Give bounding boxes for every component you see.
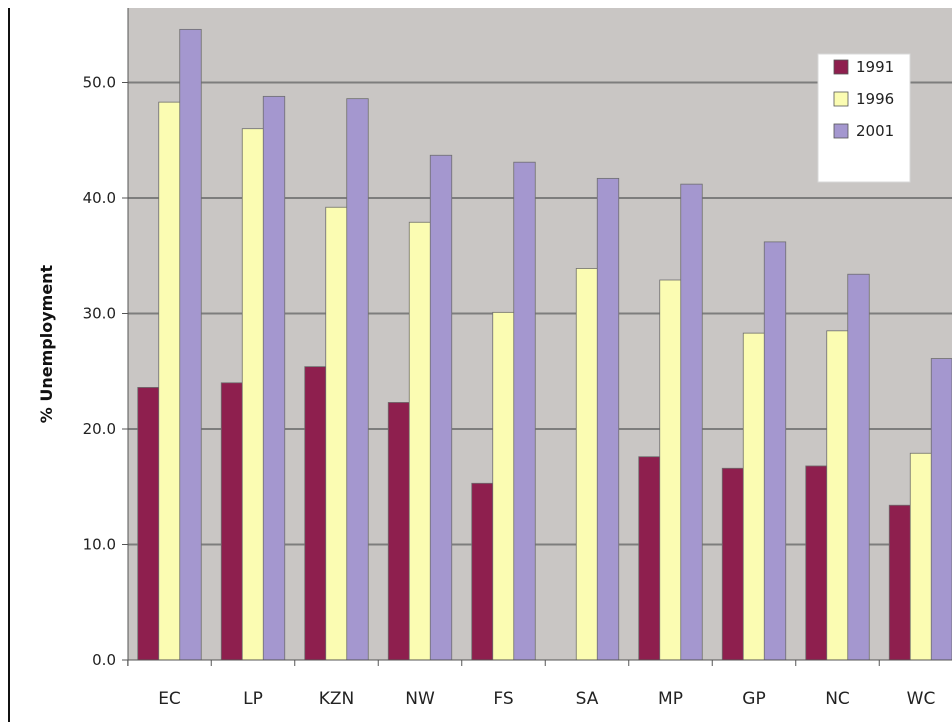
y-tick-label-1: 10.0 <box>83 536 116 554</box>
bar-1991-NC <box>805 465 828 661</box>
x-category-label-NC: NC <box>825 689 850 709</box>
legend-swatch-1991 <box>833 59 849 75</box>
y-tick-label-5: 50.0 <box>83 74 116 92</box>
legend-label-2001: 2001 <box>856 122 894 140</box>
bar-2001-KZN <box>346 98 369 661</box>
bar-1996-NC <box>826 330 849 661</box>
bar-2001-LP <box>262 95 286 661</box>
legend-swatch-2001 <box>833 123 849 139</box>
bar-1996-WC <box>909 452 933 661</box>
y-tick-label-2: 20.0 <box>83 420 116 438</box>
legend-label-1996: 1996 <box>856 90 894 108</box>
x-category-label-GP: GP <box>742 689 765 709</box>
y-tick-label-3: 30.0 <box>83 305 116 323</box>
bar-1996-SA <box>575 268 599 661</box>
bar-1996-FS <box>492 311 515 661</box>
bar-2001-MP <box>680 183 703 661</box>
bar-1996-GP <box>742 332 766 661</box>
bar-1991-WC <box>888 504 912 661</box>
y-tick-label-0: 0.0 <box>92 651 116 669</box>
bar-1996-LP <box>241 128 265 661</box>
legend: 1991 1996 2001 <box>817 53 911 183</box>
legend-label-1991: 1991 <box>856 58 894 76</box>
bar-1996-NW <box>408 221 432 661</box>
x-category-label-WC: WC <box>907 689 936 709</box>
bar-1991-MP <box>638 456 661 661</box>
bar-2001-FS <box>513 161 536 661</box>
bar-1991-GP <box>721 467 745 661</box>
bar-1996-MP <box>659 279 682 661</box>
bar-1996-EC <box>158 101 181 661</box>
x-category-label-KZN: KZN <box>319 689 355 709</box>
bar-2001-EC <box>179 28 202 661</box>
legend-swatch-1996 <box>833 91 849 107</box>
bar-2001-NC <box>847 273 870 661</box>
label-layer: 0.0 10.0 20.0 30.0 40.0 50.0 EC LP KZN NW FS SA MP GP… <box>83 74 936 710</box>
y-tick-label-4: 40.0 <box>83 189 116 207</box>
bar-1991-NW <box>387 402 411 661</box>
bar-1991-FS <box>471 482 494 661</box>
bar-2001-SA <box>596 177 620 661</box>
bar-2001-NW <box>429 154 453 661</box>
axis-layer <box>122 8 952 666</box>
x-category-label-SA: SA <box>576 689 599 709</box>
y-axis-title: % Unemployment <box>37 264 56 423</box>
x-category-label-NW: NW <box>405 689 435 709</box>
x-category-label-LP: LP <box>243 689 263 709</box>
left-border-line <box>8 8 10 722</box>
bar-2001-GP <box>763 241 787 661</box>
bar-2001-WC <box>930 358 952 661</box>
bar-1991-LP <box>220 382 244 661</box>
legend-box <box>817 53 911 183</box>
bar-1996-KZN <box>325 206 348 661</box>
x-category-label-MP: MP <box>658 689 683 709</box>
bar-1991-EC <box>137 387 160 661</box>
bar-1991-KZN <box>304 366 327 661</box>
x-category-label-EC: EC <box>158 689 181 709</box>
x-category-label-FS: FS <box>493 689 513 709</box>
